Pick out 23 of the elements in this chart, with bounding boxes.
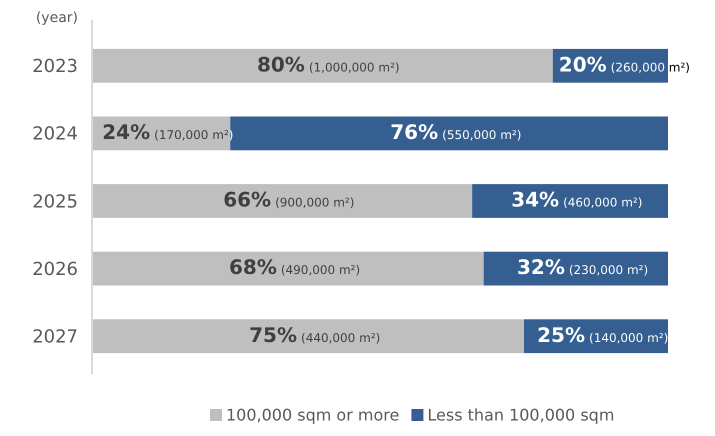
- y-tick-label: 2024: [32, 124, 78, 145]
- y-tick-label: 2026: [32, 258, 78, 280]
- bar: [92, 319, 524, 354]
- bar: [92, 252, 484, 286]
- data-label: 66% (900,000 m²): [223, 188, 354, 212]
- y-axis-title: (year): [36, 10, 78, 26]
- bar: [92, 184, 472, 218]
- data-label: 80% (1,000,000 m²): [256, 52, 400, 76]
- data-label: 68% (490,000 m²): [228, 255, 360, 280]
- legend-label: Less than 100,000 sqm: [427, 406, 614, 425]
- data-label: 32% (230,000 m²): [516, 255, 648, 280]
- legend-label: 100,000 sqm or more: [226, 406, 400, 425]
- data-label: 76% (550,000 m²): [390, 120, 522, 144]
- bar: [484, 252, 668, 286]
- data-label: 25% (140,000 m²): [537, 322, 668, 347]
- data-label: 75% (440,000 m²): [249, 322, 380, 347]
- data-label: 34% (460,000 m²): [511, 188, 642, 212]
- y-tick-label: 2023: [32, 56, 78, 78]
- data-label: 20% (260,000 m²): [558, 52, 690, 76]
- bar: [92, 48, 553, 83]
- y-tick-label: 2027: [32, 326, 78, 348]
- bar: [472, 184, 668, 218]
- y-tick-label: 2025: [32, 191, 78, 212]
